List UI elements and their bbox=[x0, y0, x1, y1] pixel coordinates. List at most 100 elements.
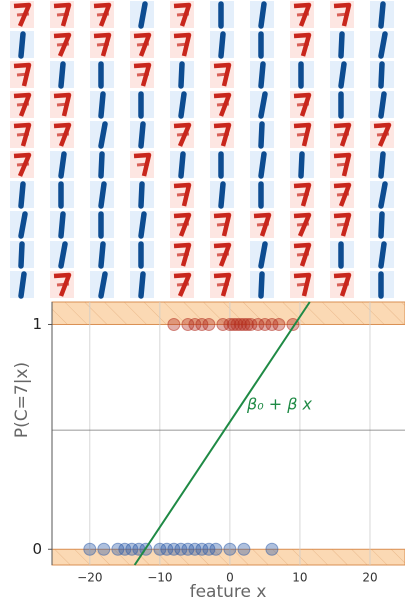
digit-stroke bbox=[57, 44, 69, 45]
digit-stroke bbox=[141, 124, 143, 146]
digit-stroke bbox=[101, 184, 104, 206]
digit-stroke bbox=[57, 134, 69, 135]
digit-stroke bbox=[297, 194, 309, 195]
digit-stroke bbox=[17, 74, 29, 75]
y-axis-label: P(C=7|x) bbox=[12, 362, 32, 438]
digit-stroke bbox=[381, 94, 384, 116]
data-point bbox=[84, 543, 96, 555]
data-point bbox=[203, 318, 215, 330]
data-point bbox=[98, 543, 110, 555]
digit-stroke bbox=[177, 134, 189, 135]
digit-stroke bbox=[97, 14, 109, 15]
digit-stroke bbox=[381, 64, 382, 86]
digit-stroke bbox=[297, 134, 309, 135]
x-tick-label: −10 bbox=[147, 571, 172, 585]
digit-stroke bbox=[17, 164, 29, 165]
digit-stroke bbox=[261, 64, 263, 86]
digit-stroke bbox=[381, 244, 384, 266]
digit-stroke bbox=[57, 14, 69, 15]
digit-stroke bbox=[97, 44, 109, 45]
digit-stroke bbox=[101, 244, 103, 266]
digit-stroke bbox=[177, 284, 189, 285]
digit-stroke bbox=[257, 224, 269, 225]
digit-stroke bbox=[61, 64, 63, 86]
data-point bbox=[168, 318, 180, 330]
x-tick-label: 10 bbox=[292, 571, 307, 585]
figure: P(C=7|x) feature x −20 −10 0 10 20 0 1 β₀ + β x bbox=[0, 0, 405, 604]
digit-stroke bbox=[17, 14, 29, 15]
digit-stroke bbox=[137, 74, 149, 75]
digit-grid bbox=[10, 1, 394, 298]
digit-stroke bbox=[261, 4, 264, 26]
digit-stroke bbox=[57, 104, 69, 105]
data-point bbox=[210, 543, 222, 555]
digit-stroke bbox=[261, 154, 264, 176]
digit-stroke bbox=[221, 34, 223, 56]
digit-stroke bbox=[177, 44, 189, 45]
digit-stroke bbox=[297, 284, 309, 285]
digit-stroke bbox=[177, 254, 189, 255]
digit-stroke bbox=[341, 34, 342, 56]
digit-stroke bbox=[21, 184, 23, 206]
digit-stroke bbox=[381, 154, 383, 176]
digit-stroke bbox=[181, 64, 182, 86]
digit-stroke bbox=[337, 194, 349, 195]
x-axis-label: feature x bbox=[190, 582, 267, 602]
digit-stroke bbox=[137, 44, 149, 45]
digit-stroke bbox=[341, 64, 344, 86]
digit-stroke bbox=[337, 284, 349, 285]
data-point bbox=[266, 543, 278, 555]
digit-stroke bbox=[337, 14, 349, 15]
digit-stroke bbox=[17, 134, 29, 135]
fit-line bbox=[135, 302, 310, 565]
digit-stroke bbox=[141, 274, 143, 296]
y-tick-label: 1 bbox=[32, 315, 42, 333]
digit-stroke bbox=[57, 284, 69, 285]
fit-label: β₀ + β x bbox=[246, 395, 313, 414]
data-point bbox=[224, 543, 236, 555]
digit-stroke bbox=[137, 164, 149, 165]
data-point bbox=[273, 318, 285, 330]
digit-stroke bbox=[101, 154, 102, 176]
digit-stroke bbox=[217, 74, 229, 75]
digit-stroke bbox=[217, 254, 229, 255]
digit-stroke bbox=[101, 94, 103, 116]
digit-stroke bbox=[261, 274, 262, 296]
data-point bbox=[238, 543, 250, 555]
x-tick-label: 20 bbox=[362, 571, 377, 585]
digit-stroke bbox=[141, 214, 144, 236]
digit-stroke bbox=[297, 224, 309, 225]
digit-stroke bbox=[377, 134, 389, 135]
digit-stroke bbox=[297, 254, 309, 255]
digit-stroke bbox=[181, 154, 183, 176]
digit-stroke bbox=[221, 184, 223, 206]
digit-stroke bbox=[181, 94, 184, 116]
digit-stroke bbox=[61, 154, 64, 176]
digit-stroke bbox=[21, 244, 22, 266]
digit-stroke bbox=[21, 34, 23, 56]
digit-stroke bbox=[177, 224, 189, 225]
digit-stroke bbox=[301, 154, 302, 176]
x-tick-label: −20 bbox=[77, 571, 102, 585]
digit-stroke bbox=[381, 4, 383, 26]
digit-stroke bbox=[217, 104, 229, 105]
digit-stroke bbox=[337, 134, 349, 135]
digit-stroke bbox=[61, 214, 63, 236]
digit-stroke bbox=[177, 194, 189, 195]
digit-stroke bbox=[297, 14, 309, 15]
digit-stroke bbox=[297, 104, 309, 105]
digit-stroke bbox=[217, 224, 229, 225]
digit-stroke bbox=[177, 14, 189, 15]
digit-stroke bbox=[141, 184, 142, 206]
digit-stroke bbox=[217, 134, 229, 135]
digit-stroke bbox=[337, 224, 349, 225]
x-tick-label: 0 bbox=[226, 571, 234, 585]
digit-stroke bbox=[337, 164, 349, 165]
digit-stroke bbox=[261, 124, 262, 146]
digit-stroke bbox=[217, 284, 229, 285]
digit-stroke bbox=[381, 214, 382, 236]
digit-stroke bbox=[21, 274, 24, 296]
digit-stroke bbox=[297, 44, 309, 45]
digit-stroke bbox=[17, 104, 29, 105]
y-tick-label: 0 bbox=[32, 540, 42, 558]
